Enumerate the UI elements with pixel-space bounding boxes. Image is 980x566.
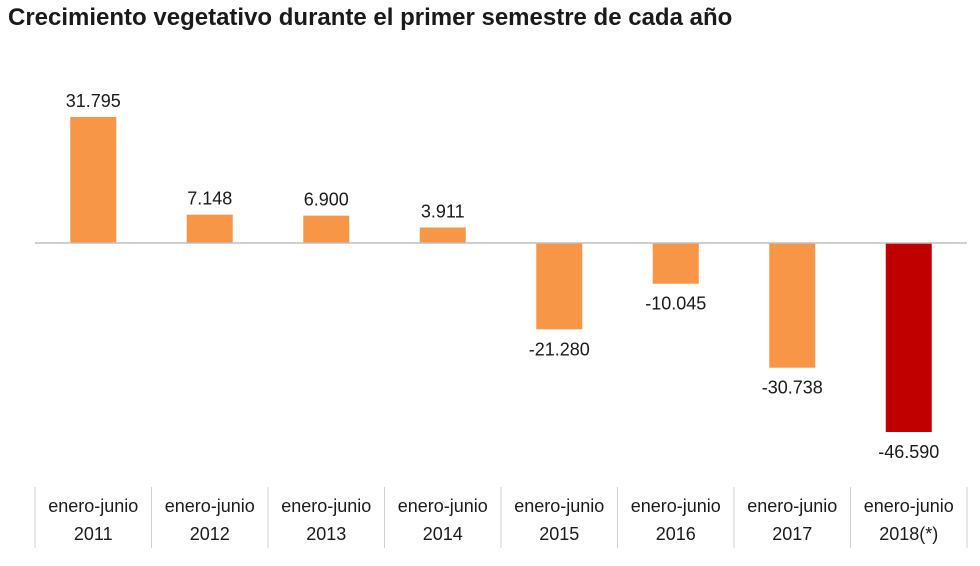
chart-title: Crecimiento vegetativo durante el primer… — [8, 4, 733, 31]
category-label-1-line2: 2012 — [190, 524, 230, 544]
category-label-3-line1: enero-junio — [398, 496, 488, 516]
bar-1 — [186, 214, 233, 243]
category-label-1-line1: enero-junio — [165, 496, 255, 516]
data-label-0: 31.795 — [66, 91, 121, 111]
category-label-5-line1: enero-junio — [631, 496, 721, 516]
category-label-0-line1: enero-junio — [48, 496, 138, 516]
bar-7 — [885, 243, 932, 432]
bar-6 — [769, 243, 816, 368]
data-label-1: 7.148 — [187, 189, 232, 209]
data-label-7: -46.590 — [878, 442, 939, 462]
bar-3 — [419, 227, 466, 243]
data-label-2: 6.900 — [304, 190, 349, 210]
category-label-2-line1: enero-junio — [281, 496, 371, 516]
bar-4 — [536, 243, 583, 330]
category-label-2-line2: 2013 — [306, 524, 346, 544]
category-label-6-line1: enero-junio — [747, 496, 837, 516]
category-label-4-line1: enero-junio — [514, 496, 604, 516]
bar-5 — [652, 243, 699, 284]
category-label-7-line1: enero-junio — [864, 496, 954, 516]
bar-0 — [70, 117, 117, 243]
data-label-6: -30.738 — [762, 378, 823, 398]
category-label-6-line2: 2017 — [772, 524, 812, 544]
category-label-0-line2: 2011 — [74, 524, 113, 544]
category-label-7-line2: 2018(*) — [879, 524, 938, 544]
data-label-5: -10.045 — [645, 294, 706, 314]
category-label-3-line2: 2014 — [423, 524, 463, 544]
data-label-3: 3.911 — [421, 202, 465, 222]
data-label-4: -21.280 — [529, 339, 590, 359]
category-label-4-line2: 2015 — [539, 524, 579, 544]
category-label-5-line2: 2016 — [656, 524, 696, 544]
bar-2 — [303, 215, 350, 243]
